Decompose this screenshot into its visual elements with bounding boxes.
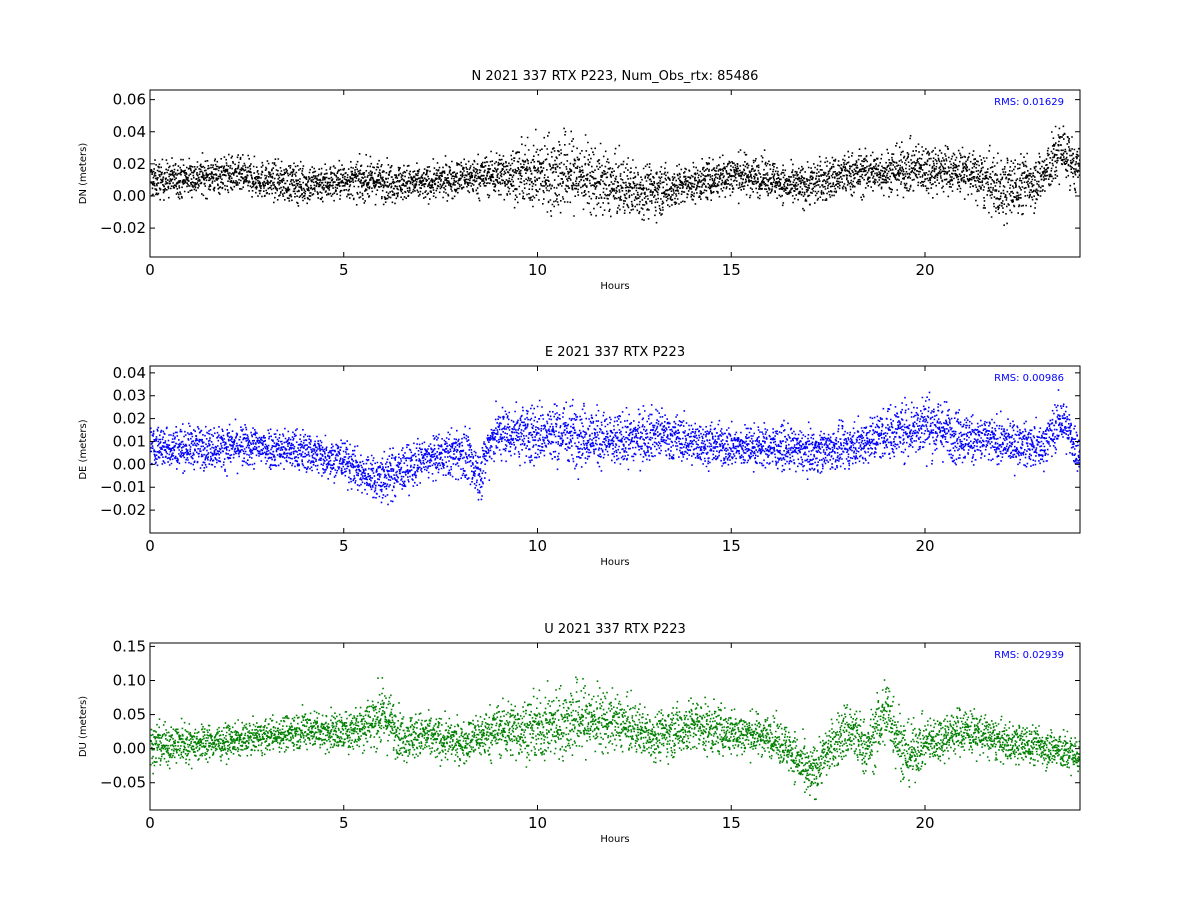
x-tick-label-north-4: 20 — [915, 261, 934, 279]
x-tick-label-north-3: 15 — [722, 261, 741, 279]
y-tick-label-east-6: 0.04 — [113, 364, 146, 382]
axes-frame-east — [149, 365, 1081, 534]
y-axis-label-north: DN (meters) — [78, 143, 89, 205]
rms-annotation-north: RMS: 0.01629 — [994, 97, 1064, 108]
panel-up: 0 5 10 15 20 −0.05 0.00 0.05 0.10 0.15 U 2021 337 … — [78, 622, 1081, 845]
y-tick-label-up-3: 0.10 — [113, 671, 146, 689]
series-up-points — [150, 676, 1080, 801]
y-tick-label-up-4: 0.15 — [113, 637, 146, 655]
y-tick-label-east-2: 0.00 — [113, 455, 146, 473]
scatter-points-up — [150, 676, 1080, 801]
chart-title-east: E 2021 337 RTX P223 — [545, 345, 685, 360]
series-north-points — [150, 125, 1080, 226]
y-axis-label-east: DE (meters) — [78, 419, 89, 479]
y-tick-label-up-2: 0.05 — [113, 706, 146, 724]
x-tick-label-up-1: 5 — [339, 814, 349, 832]
axes-frame-up — [149, 642, 1081, 811]
axes-frame-north — [149, 89, 1081, 258]
panel-east: 0 5 10 15 20 −0.02 −0.01 0.00 0.01 0.02 0.03 0.04 E … — [78, 345, 1081, 568]
y-tick-label-north-4: 0.06 — [113, 91, 146, 109]
y-tick-label-east-5: 0.03 — [113, 387, 146, 405]
x-tick-label-east-2: 10 — [528, 537, 547, 555]
x-tick-label-north-2: 10 — [528, 261, 547, 279]
y-tick-label-east-3: 0.01 — [113, 432, 146, 450]
y-tick-label-north-1: 0.00 — [113, 187, 146, 205]
scatter-points-east — [150, 389, 1080, 506]
rms-annotation-up: RMS: 0.02939 — [994, 650, 1064, 661]
scatter-points-north — [150, 125, 1080, 226]
x-axis-label-up: Hours — [600, 834, 629, 845]
x-tick-label-up-0: 0 — [145, 814, 155, 832]
y-tick-label-north-3: 0.04 — [113, 123, 146, 141]
series-east-points — [150, 389, 1080, 506]
panel-north: 0 5 10 15 20 −0.02 0.00 0.02 0.04 0.06 N 2021 337 … — [78, 69, 1081, 292]
x-tick-label-up-4: 20 — [915, 814, 934, 832]
x-tick-label-east-1: 5 — [339, 537, 349, 555]
chart-title-up: U 2021 337 RTX P223 — [544, 622, 686, 637]
y-tick-label-east-0: −0.02 — [100, 501, 146, 519]
y-axis-label-up: DU (meters) — [78, 696, 89, 757]
chart-title-north: N 2021 337 RTX P223, Num_Obs_rtx: 85486 — [472, 69, 759, 84]
y-tick-label-up-0: −0.05 — [100, 774, 146, 792]
x-tick-label-east-0: 0 — [145, 537, 155, 555]
x-tick-label-east-3: 15 — [722, 537, 741, 555]
y-tick-label-east-4: 0.02 — [113, 410, 146, 428]
rms-annotation-east: RMS: 0.00986 — [994, 373, 1064, 384]
y-tick-label-east-1: −0.01 — [100, 478, 146, 496]
x-tick-label-east-4: 20 — [915, 537, 934, 555]
x-tick-label-north-0: 0 — [145, 261, 155, 279]
x-tick-label-north-1: 5 — [339, 261, 349, 279]
x-tick-label-up-3: 15 — [722, 814, 741, 832]
y-tick-label-north-2: 0.02 — [113, 155, 146, 173]
y-tick-label-north-0: −0.02 — [100, 219, 146, 237]
x-axis-label-east: Hours — [600, 557, 629, 568]
x-tick-label-up-2: 10 — [528, 814, 547, 832]
x-axis-label-north: Hours — [600, 281, 629, 292]
y-tick-label-up-1: 0.00 — [113, 740, 146, 758]
